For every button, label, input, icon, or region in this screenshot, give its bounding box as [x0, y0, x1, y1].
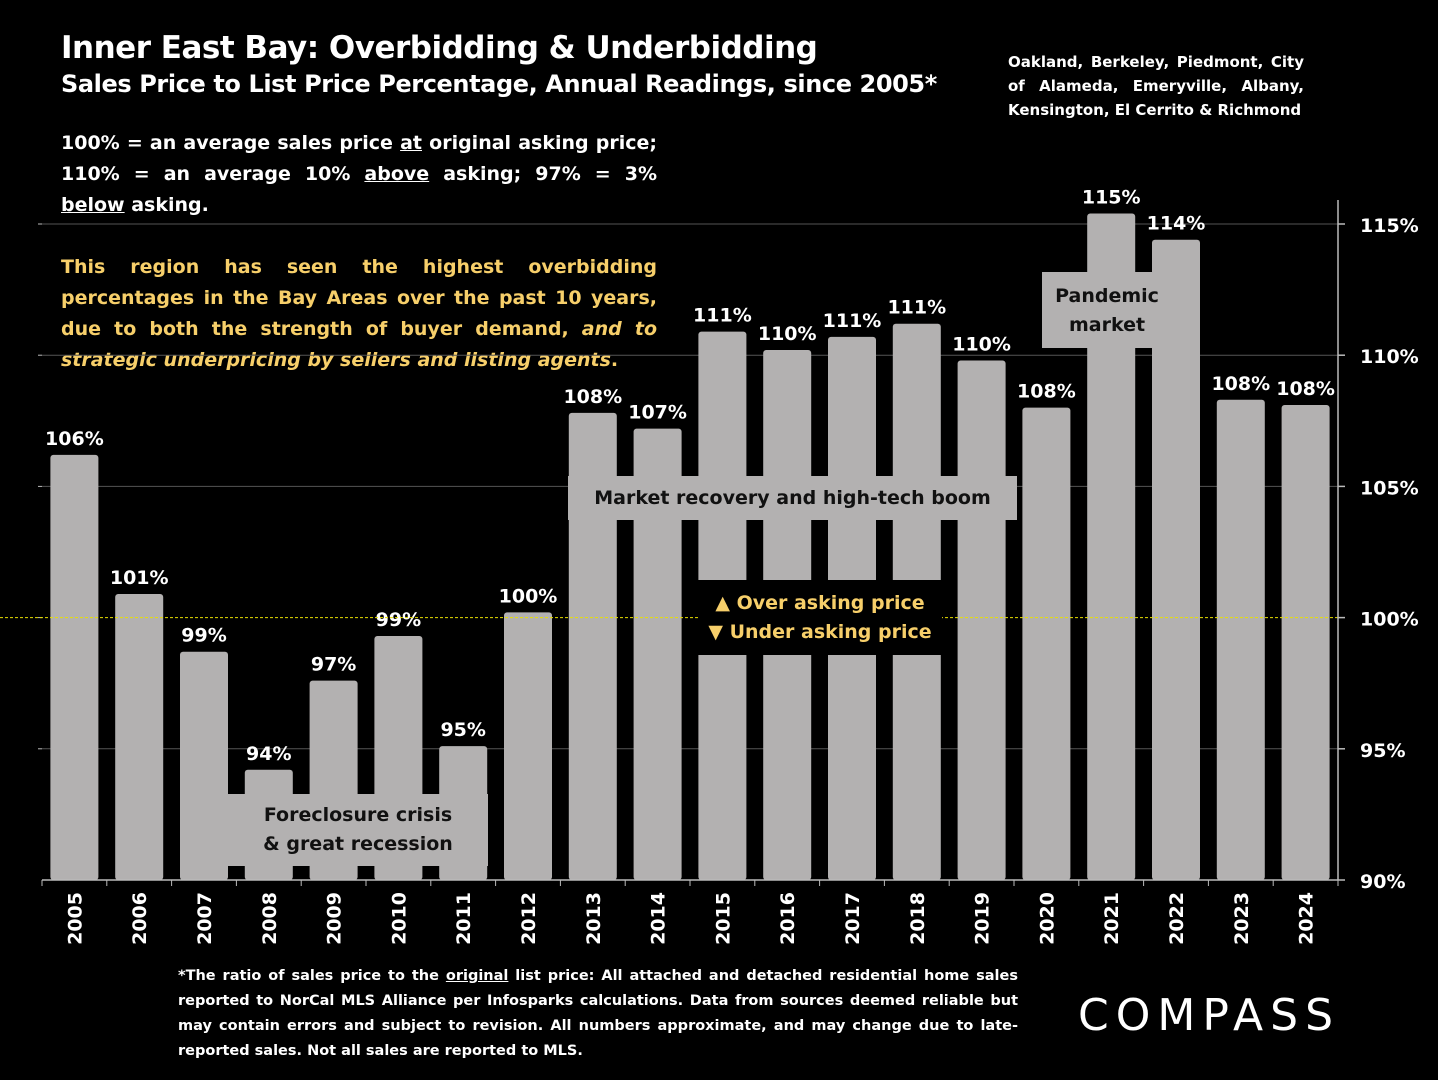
bar-2019	[957, 360, 1006, 880]
data-label-2008: 94%	[246, 743, 291, 765]
highlight-note: This region has seen the highest overbid…	[61, 256, 658, 371]
x-tick-label: 2017	[842, 892, 864, 945]
data-label-2011: 95%	[440, 719, 485, 741]
data-label-2015: 111%	[693, 305, 752, 327]
y-tick-label: 115%	[1360, 215, 1419, 237]
x-tick-label: 2010	[388, 892, 410, 945]
data-label-2021: 115%	[1082, 187, 1141, 209]
x-tick-label: 2006	[129, 892, 151, 945]
y-tick-label: 110%	[1360, 346, 1419, 368]
region-list: Oakland, Berkeley, Piedmont, City of Ala…	[1008, 53, 1304, 119]
x-tick-label: 2016	[777, 892, 799, 945]
x-tick-label: 2015	[712, 892, 734, 945]
explanation-text: 100% = an average sales price at origina…	[61, 132, 657, 216]
x-tick-label: 2013	[583, 892, 605, 945]
y-tick-label: 100%	[1360, 609, 1419, 631]
x-tick-label: 2020	[1036, 892, 1058, 945]
pandemic-annotation: Pandemic market	[1042, 272, 1172, 348]
x-tick-label: 2011	[453, 892, 475, 945]
x-tick-label: 2018	[907, 892, 929, 945]
x-tick-label: 2009	[324, 892, 346, 945]
y-tick-label: 105%	[1360, 477, 1419, 499]
recovery-annotation: Market recovery and high-tech boom	[568, 476, 1017, 520]
bar-2012	[504, 612, 552, 880]
x-tick-label: 2021	[1101, 892, 1123, 945]
x-tick-label: 2019	[972, 892, 994, 945]
data-label-2014: 107%	[628, 402, 687, 424]
chart-subtitle: Sales Price to List Price Percentage, An…	[61, 70, 937, 98]
data-label-2010: 99%	[376, 609, 421, 631]
y-tick-label: 90%	[1360, 871, 1405, 893]
x-tick-label: 2012	[518, 892, 540, 945]
bar-2021	[1087, 213, 1136, 880]
bar-2007	[180, 651, 228, 880]
compass-logo: COMPASS	[1078, 990, 1340, 1041]
data-label-2016: 110%	[758, 323, 817, 345]
bar-2023	[1216, 399, 1265, 880]
over-asking-label: ▲ Over asking price	[715, 592, 925, 614]
y-tick-label: 95%	[1360, 740, 1405, 762]
bar-2013	[568, 412, 617, 880]
data-label-2020: 108%	[1017, 381, 1076, 403]
data-label-2018: 111%	[887, 297, 946, 319]
bar-2024	[1281, 405, 1330, 880]
data-label-2012: 100%	[499, 585, 558, 607]
data-label-2022: 114%	[1147, 213, 1206, 235]
data-label-2019: 110%	[952, 333, 1011, 355]
data-label-2017: 111%	[823, 310, 882, 332]
bar-2014	[633, 428, 682, 880]
data-label-2006: 101%	[110, 567, 169, 589]
under-asking-label: ▼ Under asking price	[708, 621, 932, 643]
axes: 90% 95% 100% 105% 110% 115% 2005 2006 2007 2008 20…	[0, 200, 1419, 945]
bar-2006	[115, 593, 164, 880]
x-tick-label: 2014	[648, 892, 670, 945]
x-tick-label: 2023	[1231, 892, 1253, 945]
bar-2022	[1152, 239, 1200, 880]
data-labels: 106%101%99%94%97%99%95%100%108%107%111%1…	[45, 187, 1335, 765]
x-tick-label: 2008	[259, 892, 281, 945]
bar-2020	[1022, 407, 1071, 880]
data-label-2023: 108%	[1211, 373, 1270, 395]
x-tick-label: 2024	[1296, 892, 1318, 945]
data-label-2024: 108%	[1276, 378, 1335, 400]
x-tick-label: 2022	[1166, 892, 1188, 945]
foreclosure-annotation: Foreclosure crisis & great recession	[228, 794, 488, 866]
bar-2005	[50, 454, 99, 880]
asking-price-legend: ▲ Over asking price ▼ Under asking price	[698, 580, 942, 655]
chart-title: Inner East Bay: Overbidding & Underbiddi…	[61, 30, 818, 66]
x-tick-label: 2007	[194, 892, 216, 945]
data-label-2013: 108%	[563, 386, 622, 408]
data-label-2005: 106%	[45, 428, 104, 450]
data-label-2009: 97%	[311, 654, 356, 676]
footnote: *The ratio of sales price to the origina…	[178, 968, 1018, 1059]
x-tick-label: 2005	[64, 892, 86, 945]
data-label-2007: 99%	[181, 625, 226, 647]
